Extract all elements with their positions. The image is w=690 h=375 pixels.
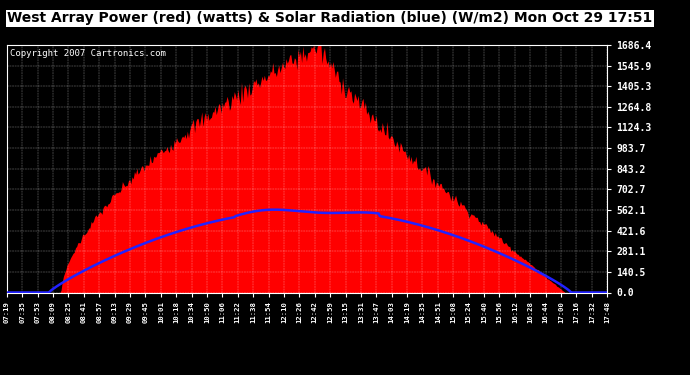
Text: Copyright 2007 Cartronics.com: Copyright 2007 Cartronics.com [10, 49, 166, 58]
Text: West Array Power (red) (watts) & Solar Radiation (blue) (W/m2) Mon Oct 29 17:51: West Array Power (red) (watts) & Solar R… [7, 11, 652, 25]
